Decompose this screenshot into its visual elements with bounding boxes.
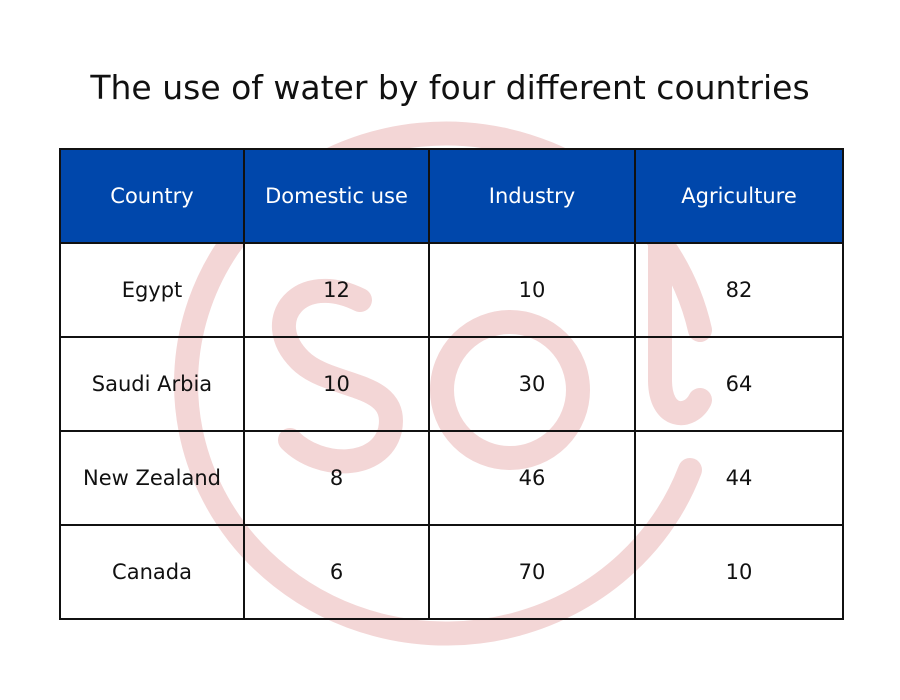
cell-country: Canada	[59, 524, 245, 620]
cell-industry: 70	[428, 524, 636, 620]
page-title: The use of water by four different count…	[90, 68, 810, 107]
cell-domestic-use: 6	[243, 524, 430, 620]
cell-industry: 46	[428, 430, 636, 526]
table-row: New Zealand 8 46 44	[59, 430, 844, 526]
cell-country: Saudi Arbia	[59, 336, 245, 432]
column-header-domestic-use: Domestic use	[243, 148, 430, 244]
table-row: Saudi Arbia 10 30 64	[59, 336, 844, 432]
cell-industry: 30	[428, 336, 636, 432]
table-header-row: Country Domestic use Industry Agricultur…	[59, 148, 844, 244]
cell-agriculture: 82	[634, 242, 844, 338]
cell-agriculture: 10	[634, 524, 844, 620]
water-use-table: Country Domestic use Industry Agricultur…	[59, 148, 844, 620]
column-header-industry: Industry	[428, 148, 636, 244]
cell-domestic-use: 10	[243, 336, 430, 432]
cell-agriculture: 64	[634, 336, 844, 432]
table-row: Canada 6 70 10	[59, 524, 844, 620]
cell-country: New Zealand	[59, 430, 245, 526]
column-header-agriculture: Agriculture	[634, 148, 844, 244]
cell-agriculture: 44	[634, 430, 844, 526]
column-header-country: Country	[59, 148, 245, 244]
cell-industry: 10	[428, 242, 636, 338]
cell-domestic-use: 12	[243, 242, 430, 338]
table-row: Egypt 12 10 82	[59, 242, 844, 338]
cell-country: Egypt	[59, 242, 245, 338]
cell-domestic-use: 8	[243, 430, 430, 526]
